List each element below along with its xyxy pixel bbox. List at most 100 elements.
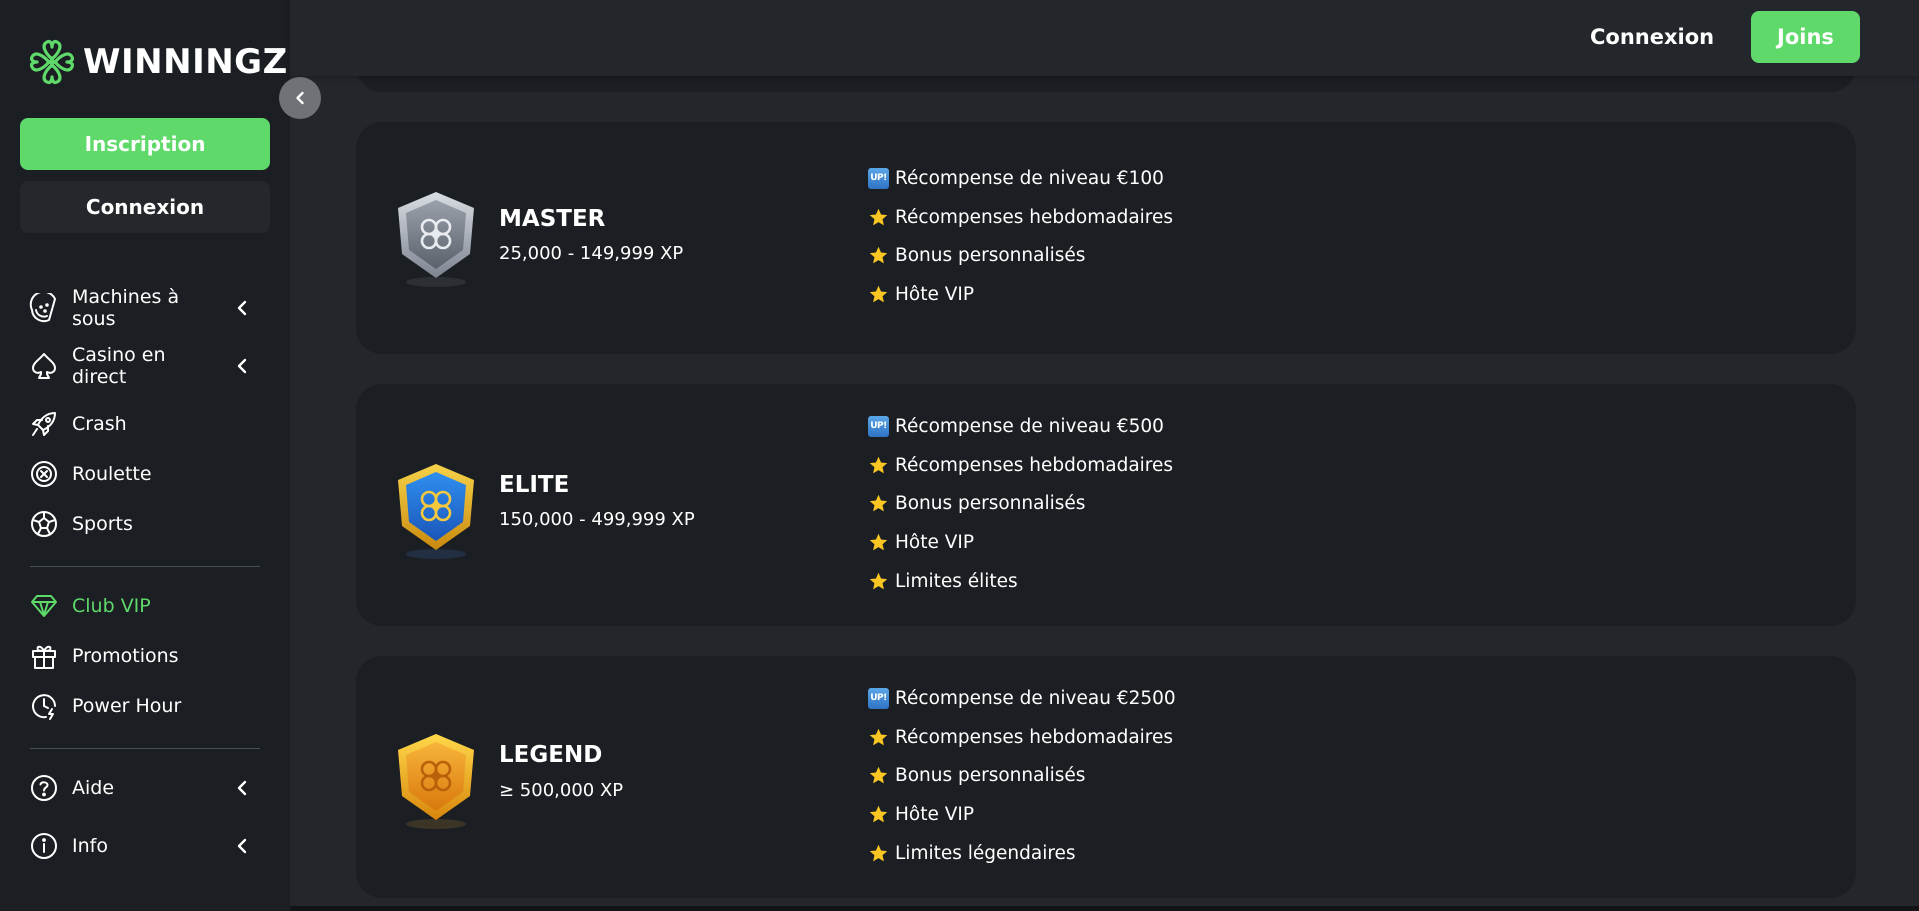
clock-bolt-icon (28, 690, 60, 722)
tier-xp-range: 25,000 - 149,999 XP (499, 243, 684, 264)
star-icon (869, 572, 888, 589)
sidebar-item-promotions[interactable]: Promotions (28, 636, 264, 676)
sidebar-item-label: Power Hour (72, 695, 182, 717)
sidebar-item-label: Roulette (72, 463, 152, 485)
collapse-sidebar-button[interactable] (279, 77, 321, 119)
sidebar-item-crash[interactable]: Crash (28, 404, 264, 444)
sidebar: WINNINGZ Inscription Connexion Machines … (0, 0, 290, 911)
chevron-left-icon (296, 91, 304, 105)
list-item: UP! Récompense de niveau €100 (868, 159, 1173, 198)
list-item: UP! Récompense de niveau €2500 (868, 679, 1176, 718)
star-icon (869, 728, 888, 745)
star-icon (869, 805, 888, 823)
sidebar-item-label: Promotions (72, 645, 179, 667)
tier-card-master: MASTER 25,000 - 149,999 XP UP! Récompens… (356, 122, 1856, 354)
blue-shield-badge-icon (398, 464, 474, 559)
up-icon: UP! (868, 167, 889, 189)
diamond-icon (28, 590, 60, 622)
perk-text: Récompenses hebdomadaires (895, 206, 1174, 228)
tier-perks-list: UP! Récompense de niveau €100 Récompense… (868, 159, 1173, 314)
list-item: Hôte VIP (868, 523, 1173, 562)
list-item: UP! Récompense de niveau €500 (868, 407, 1173, 446)
sidebar-item-slots[interactable]: Machines à sous (28, 286, 264, 330)
perk-text: Hôte VIP (895, 803, 975, 825)
sidebar-item-label: Casino en direct (72, 344, 166, 388)
list-item: Limites légendaires (868, 834, 1176, 873)
join-button[interactable]: Joins (1751, 11, 1860, 63)
perk-text: Limites légendaires (895, 842, 1076, 864)
gold-shield-badge-icon (398, 734, 474, 829)
perk-text: Récompense de niveau €100 (895, 167, 1164, 189)
tier-card-elite: ELITE 150,000 - 499,999 XP UP! Récompens… (356, 384, 1856, 626)
up-icon: UP! (868, 415, 889, 437)
list-item: Récompenses hebdomadaires (868, 718, 1176, 757)
list-item: Récompenses hebdomadaires (868, 446, 1173, 485)
list-item: Récompenses hebdomadaires (868, 198, 1173, 237)
sidebar-login-button[interactable]: Connexion (20, 181, 270, 233)
star-icon (869, 208, 888, 225)
silver-shield-badge-icon (398, 192, 474, 287)
sidebar-item-club-vip[interactable]: Club VIP (28, 586, 264, 626)
sidebar-item-help[interactable]: Aide (28, 768, 264, 808)
perk-text: Limites élites (895, 570, 1018, 592)
sidebar-item-sports[interactable]: Sports (28, 504, 264, 544)
tier-name: ELITE (499, 472, 570, 498)
up-icon: UP! (868, 687, 889, 709)
star-icon (869, 285, 888, 303)
list-item: Bonus personnalisés (868, 484, 1173, 523)
info-circle-icon (28, 830, 60, 862)
star-icon (869, 766, 888, 784)
sidebar-item-roulette[interactable]: Roulette (28, 454, 264, 494)
tier-name: MASTER (499, 206, 606, 232)
signup-button[interactable]: Inscription (20, 118, 270, 170)
tier-xp-range: ≥ 500,000 XP (499, 780, 624, 801)
tier-card-legend: LEGEND ≥ 500,000 XP UP! Récompense de ni… (356, 656, 1856, 898)
perk-text: Récompenses hebdomadaires (895, 726, 1174, 748)
star-icon (869, 456, 888, 473)
perk-text: Récompenses hebdomadaires (895, 454, 1174, 476)
clover-logo-icon (29, 39, 75, 85)
chevron-left-icon (237, 780, 247, 796)
sidebar-item-label: Sports (72, 513, 133, 535)
sidebar-item-power-hour[interactable]: Power Hour (28, 686, 264, 726)
brand-logo[interactable]: WINNINGZ (27, 37, 288, 87)
roulette-icon (28, 458, 60, 490)
brand-name: WINNINGZ (83, 42, 288, 82)
list-item: Hôte VIP (868, 275, 1173, 314)
rocket-icon (28, 408, 60, 440)
list-item: Bonus personnalisés (868, 756, 1176, 795)
help-circle-icon (28, 772, 60, 804)
sidebar-item-label: Club VIP (72, 595, 151, 617)
star-icon (869, 494, 888, 512)
topbar-login-button[interactable]: Connexion (1590, 18, 1714, 56)
list-item: Limites élites (868, 562, 1173, 601)
list-item: Hôte VIP (868, 795, 1176, 834)
perk-text: Récompense de niveau €2500 (895, 687, 1176, 709)
tier-name: LEGEND (499, 742, 603, 768)
tier-perks-list: UP! Récompense de niveau €2500 Récompens… (868, 679, 1176, 872)
top-bar: Connexion Joins (290, 0, 1919, 76)
tier-perks-list: UP! Récompense de niveau €500 Récompense… (868, 407, 1173, 600)
soccer-ball-icon (28, 508, 60, 540)
sidebar-divider (30, 566, 260, 567)
sidebar-item-label: Machines à sous (72, 286, 180, 330)
star-icon (869, 246, 888, 264)
perk-text: Bonus personnalisés (895, 765, 1086, 787)
sidebar-divider (30, 748, 260, 749)
chevron-left-icon (237, 358, 247, 374)
perk-text: Bonus personnalisés (895, 245, 1086, 267)
perk-text: Hôte VIP (895, 531, 975, 553)
tier-xp-range: 150,000 - 499,999 XP (499, 509, 695, 530)
star-icon (869, 533, 888, 551)
chevron-left-icon (237, 300, 247, 316)
list-item: Bonus personnalisés (868, 236, 1173, 275)
gift-icon (28, 640, 60, 672)
sidebar-item-info[interactable]: Info (28, 826, 264, 866)
chevron-left-icon (237, 838, 247, 854)
sidebar-item-label: Aide (72, 777, 115, 799)
sidebar-item-label: Crash (72, 413, 127, 435)
bottom-strip (290, 906, 1919, 911)
sidebar-item-live-casino[interactable]: Casino en direct (28, 344, 264, 388)
perk-text: Hôte VIP (895, 283, 975, 305)
perk-text: Récompense de niveau €500 (895, 415, 1164, 437)
